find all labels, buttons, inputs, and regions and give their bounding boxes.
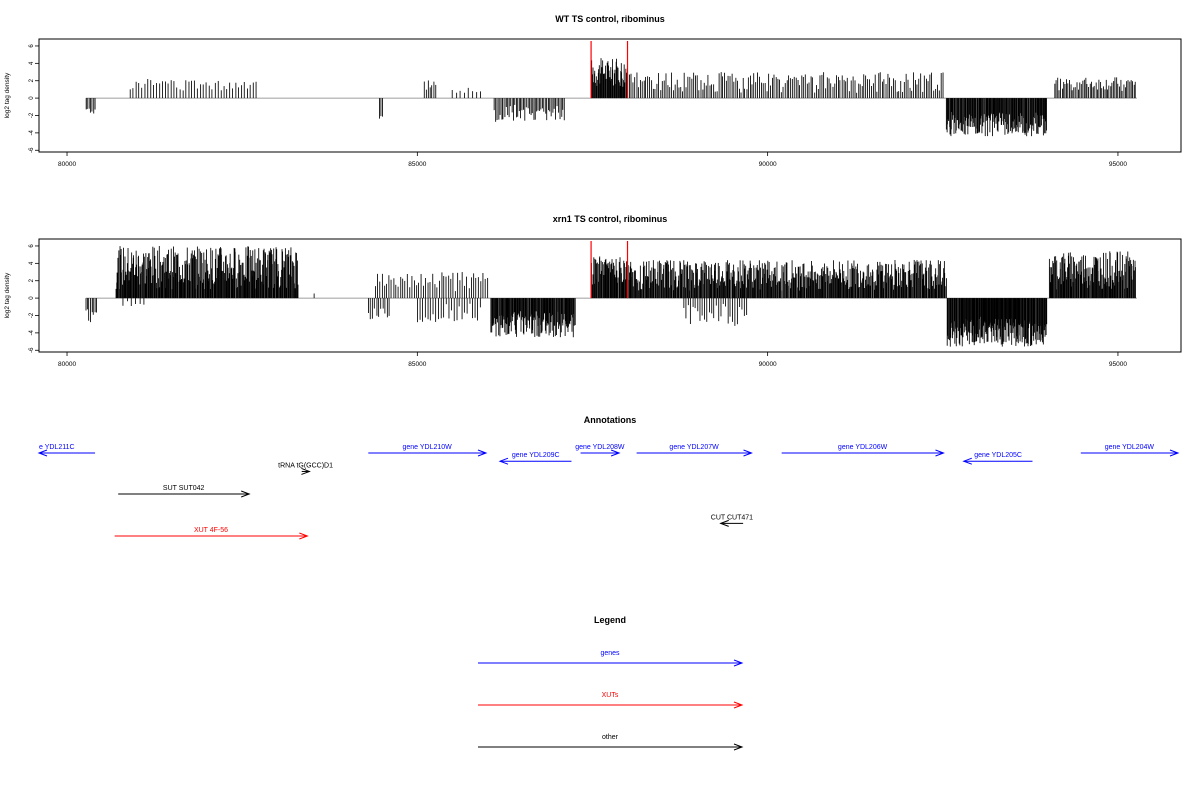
arrow-head	[1169, 449, 1180, 457]
chart-title: xrn1 TS control, ribominus	[553, 214, 668, 224]
feature-label: SUT SUT042	[163, 485, 205, 492]
arrow-head	[733, 743, 744, 751]
x-tick-label: 80000	[58, 361, 76, 368]
feature-gene: gene YDL204W	[1080, 444, 1180, 457]
feature-other: CUT CUT471	[711, 514, 753, 527]
x-tick-label: 95000	[1109, 361, 1127, 368]
feature-label: gene YDL206W	[838, 444, 888, 451]
y-tick-label: -2	[29, 112, 35, 118]
feature-gene: gene YDL205C	[962, 452, 1033, 465]
arrow-head	[935, 449, 945, 457]
y-tick-label: 6	[29, 244, 35, 248]
plot-frame	[38, 38, 1182, 153]
legend-panel: Legend genes XUTs other	[478, 615, 744, 751]
feature-label: CUT CUT471	[711, 514, 753, 521]
annotations-panel: Annotations e YDL211C gene YDL210W gene YDL…	[37, 415, 1180, 540]
y-tick-label: 0	[29, 296, 35, 300]
feature-label: e YDL211C	[39, 444, 75, 451]
feature-label: gene YDL210W	[402, 444, 452, 451]
arrow-head	[37, 449, 48, 457]
y-axis-label: log2 tag density	[4, 72, 11, 118]
y-tick-label: 2	[29, 278, 35, 282]
arrow-head	[743, 449, 753, 457]
feature-label: XUT 4F-56	[194, 527, 228, 534]
feature-label: gene YDL208W	[575, 444, 625, 451]
legend-item-gene: genes	[478, 650, 744, 667]
x-tick-label: 95000	[1109, 161, 1127, 168]
plot-frame	[38, 238, 1182, 353]
feature-label: gene YDL209C	[512, 452, 560, 459]
arrow-head	[301, 467, 311, 475]
arrow-head	[733, 701, 744, 709]
y-tick-label: 6	[29, 44, 35, 48]
legend-title: Legend	[594, 615, 626, 625]
arrow-head	[733, 659, 744, 667]
x-tick-label: 85000	[408, 361, 426, 368]
feature-gene: gene YDL210W	[368, 444, 488, 457]
y-axis-label: log2 tag density	[4, 272, 11, 318]
y-tick-label: 4	[29, 261, 35, 265]
y-tick-label: -6	[29, 347, 35, 353]
density-bars	[85, 246, 1136, 347]
y-tick-label: -4	[29, 330, 35, 336]
feature-gene: gene YDL206W	[781, 444, 945, 457]
legend-label: XUTs	[602, 692, 619, 699]
feature-other: tRNA tG(GCC)D1	[278, 462, 333, 475]
density-bars	[85, 58, 1136, 137]
legend-label: other	[602, 734, 619, 741]
arrow-head	[962, 457, 972, 465]
feature-label: gene YDL205C	[974, 452, 1022, 459]
feature-gene: gene YDL207W	[636, 444, 753, 457]
x-tick-label: 80000	[58, 161, 76, 168]
legend-label: genes	[600, 650, 620, 657]
feature-label: tRNA tG(GCC)D1	[278, 462, 333, 469]
legend-item-xut: XUTs	[478, 692, 744, 709]
y-tick-label: -6	[29, 147, 35, 153]
x-tick-label: 90000	[759, 161, 777, 168]
feature-gene: e YDL211C	[37, 444, 96, 457]
arrow-head	[610, 449, 621, 457]
arrow-head	[299, 532, 309, 540]
feature-other: SUT SUT042	[118, 485, 251, 498]
feature-gene: gene YDL209C	[498, 452, 572, 465]
feature-gene: gene YDL208W	[575, 444, 625, 457]
chart-panel-2: xrn1 TS control, ribominus -6 -4 -2 0 2 4 6 log2…	[4, 214, 1182, 368]
y-tick-label: -2	[29, 312, 35, 318]
y-tick-label: 2	[29, 78, 35, 82]
y-tick-label: 0	[29, 96, 35, 100]
arrow-head	[719, 519, 729, 527]
feature-label: gene YDL204W	[1105, 444, 1155, 451]
y-tick-label: -4	[29, 130, 35, 136]
annotations-title: Annotations	[584, 415, 637, 425]
feature-label: gene YDL207W	[669, 444, 719, 451]
x-tick-label: 85000	[408, 161, 426, 168]
arrow-head	[241, 490, 251, 498]
x-tick-label: 90000	[759, 361, 777, 368]
chart-panel-1: WT TS control, ribominus -6 -4 -2 0 2 4 6 log2 t…	[4, 14, 1182, 168]
chart-title: WT TS control, ribominus	[555, 14, 665, 24]
arrow-head	[498, 457, 509, 465]
feature-xut: XUT 4F-56	[114, 527, 309, 540]
y-tick-label: 4	[29, 61, 35, 65]
arrow-head	[477, 449, 488, 457]
legend-item-other: other	[478, 734, 744, 751]
